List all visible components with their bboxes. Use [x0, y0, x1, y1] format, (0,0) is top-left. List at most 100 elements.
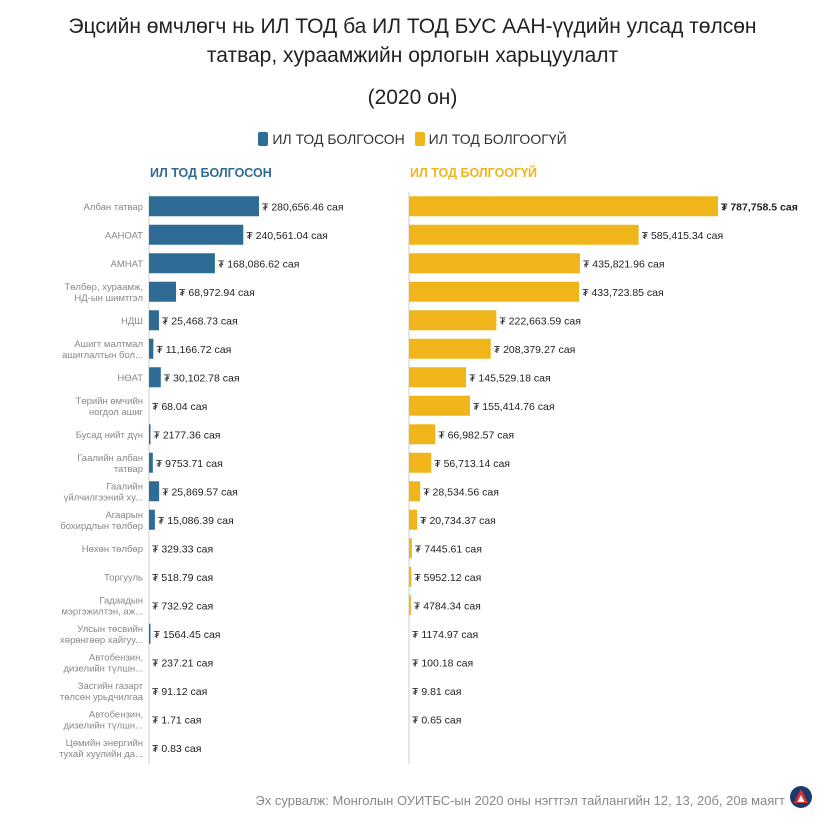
- value-label-disclosed: ₮ 91.12 сая: [152, 686, 207, 698]
- category-label: Нөхөн төлбөр: [82, 544, 143, 555]
- value-label-disclosed: ₮ 25,869.57 сая: [162, 486, 238, 498]
- category-label: Ашигт малтмал ашиглалтын бол...: [62, 339, 143, 361]
- bar-undisclosed: [409, 424, 436, 445]
- bar-undisclosed: [409, 452, 432, 473]
- value-label-undisclosed: ₮ 155,414.76 сая: [473, 401, 555, 413]
- bar-undisclosed: [409, 281, 580, 302]
- value-label-disclosed: ₮ 240,561.04 сая: [246, 230, 328, 242]
- category-label: Гадаадын мэргэжилтэн, аж...: [62, 595, 143, 617]
- value-label-disclosed: ₮ 732.92 сая: [152, 600, 213, 612]
- value-label-undisclosed: ₮ 208,379.27 сая: [494, 344, 576, 356]
- bar-disclosed: [149, 509, 155, 530]
- chart-title-line-2: татвар, хураамжийн орлогын харьцуулалт: [206, 44, 619, 67]
- panel-title-disclosed: ИЛ ТОД БОЛГОСОН: [150, 166, 272, 180]
- bar-undisclosed: [409, 224, 639, 245]
- value-label-undisclosed: ₮ 585,415.34 сая: [642, 230, 724, 242]
- category-label: Бусад нийт дүн: [76, 430, 143, 441]
- bar-undisclosed: [409, 595, 411, 616]
- value-label-undisclosed: ₮ 787,758.5 сая: [721, 201, 798, 213]
- value-label-disclosed: ₮ 1.71 сая: [152, 714, 201, 726]
- value-label-disclosed: ₮ 329.33 сая: [152, 543, 213, 555]
- legend-item-disclosed: ИЛ ТОД БОЛГОСОН: [258, 131, 405, 147]
- category-label: Автобензин, дизелийн түлшн...: [63, 709, 143, 731]
- category-label: НӨАТ: [117, 373, 143, 384]
- logo-icon: [790, 786, 812, 808]
- bar-undisclosed: [409, 253, 580, 274]
- bar-undisclosed: [409, 481, 421, 502]
- category-label: Гаалийн үйлчилгээний ху...: [64, 481, 143, 503]
- legend-swatch-undisclosed: [414, 132, 425, 146]
- category-label: Гаалийн албан татвар: [77, 453, 143, 475]
- value-label-undisclosed: ₮ 145,529.18 сая: [469, 372, 551, 384]
- value-label-undisclosed: ₮ 28,534.56 сая: [423, 486, 499, 498]
- legend-label-disclosed: ИЛ ТОД БОЛГОСОН: [272, 131, 405, 147]
- value-label-disclosed: ₮ 25,468.73 сая: [162, 315, 238, 327]
- category-label: Албан татвар: [84, 202, 143, 213]
- bar-undisclosed: [409, 310, 497, 331]
- value-label-undisclosed: ₮ 435,821.96 сая: [583, 258, 665, 270]
- bar-disclosed: [149, 623, 151, 644]
- bar-disclosed: [149, 424, 151, 445]
- category-label: Улсын төсвийн хөрөнгөөр хайгуу...: [60, 624, 143, 646]
- chart-title: Эцсийн өмчлөгч нь ИЛ ТОД ба ИЛ ТОД БУС А…: [0, 12, 825, 70]
- value-label-undisclosed: ₮ 7445.61 сая: [415, 543, 482, 555]
- value-label-disclosed: ₮ 0.83 сая: [152, 743, 201, 755]
- bar-chart: Албан татвар ААНОАТ АМНАТ Төлбөр, хураамж, Н…: [59, 192, 798, 764]
- bar-disclosed: [149, 367, 161, 388]
- value-label-disclosed: ₮ 68.04 сая: [152, 401, 207, 413]
- panel-title-undisclosed: ИЛ ТОД БОЛГООГҮЙ: [410, 166, 538, 180]
- value-label-undisclosed: ₮ 20,734.37 сая: [420, 515, 496, 527]
- category-label: Цөмийн энергийн тухай хуулийн да...: [59, 738, 143, 760]
- bar-disclosed: [149, 481, 160, 502]
- value-label-undisclosed: ₮ 66,982.57 сая: [438, 429, 514, 441]
- bar-disclosed: [149, 452, 153, 473]
- value-label-disclosed: ₮ 30,102.78 сая: [164, 372, 240, 384]
- chart-subtitle: (2020 он): [367, 86, 458, 109]
- category-label: АМНАТ: [110, 259, 143, 270]
- bar-disclosed: [149, 224, 244, 245]
- category-label: НДШ: [121, 316, 143, 327]
- chart-title-line-1: Эцсийн өмчлөгч нь ИЛ ТОД ба ИЛ ТОД БУС А…: [68, 15, 757, 38]
- value-label-undisclosed: ₮ 100.18 сая: [412, 657, 473, 669]
- legend-swatch-disclosed: [258, 132, 269, 146]
- bar-disclosed: [149, 253, 215, 274]
- value-label-undisclosed: ₮ 9.81 сая: [412, 686, 461, 698]
- value-label-undisclosed: ₮ 5952.12 сая: [414, 572, 481, 584]
- bar-undisclosed: [409, 538, 412, 559]
- value-label-disclosed: ₮ 2177.36 сая: [154, 429, 221, 441]
- value-label-disclosed: ₮ 15,086.39 сая: [158, 515, 234, 527]
- bar-undisclosed: [409, 395, 470, 416]
- value-label-disclosed: ₮ 280,656.46 сая: [262, 201, 344, 213]
- value-label-disclosed: ₮ 9753.71 сая: [156, 458, 223, 470]
- value-label-undisclosed: ₮ 433,723.85 сая: [582, 287, 664, 299]
- category-label: Төрийн өмчийн ногдол ашиг: [76, 396, 144, 418]
- value-label-disclosed: ₮ 518.79 сая: [152, 572, 213, 584]
- value-label-disclosed: ₮ 1564.45 сая: [154, 629, 221, 641]
- bar-disclosed: [149, 338, 154, 359]
- legend: ИЛ ТОД БОЛГОСОН ИЛ ТОД БОЛГООГҮЙ: [0, 131, 825, 147]
- value-label-undisclosed: ₮ 0.65 сая: [412, 714, 461, 726]
- category-label: ААНОАТ: [105, 230, 143, 241]
- bar-undisclosed: [409, 509, 418, 530]
- bar-undisclosed: [409, 367, 467, 388]
- value-label-undisclosed: ₮ 222,663.59 сая: [499, 315, 581, 327]
- bar-undisclosed: [409, 338, 491, 359]
- bar-disclosed: [149, 310, 159, 331]
- value-label-disclosed: ₮ 168,086.62 сая: [218, 258, 300, 270]
- source-note: Эх сурвалж: Монголын ОУИТБС-ын 2020 оны …: [255, 793, 785, 808]
- category-label: Торгууль: [104, 572, 143, 583]
- bar-undisclosed: [409, 566, 412, 587]
- bar-disclosed: [149, 281, 177, 302]
- category-label: Төлбөр, хураамж, НД-ын шимтгэл: [64, 282, 143, 304]
- legend-item-undisclosed: ИЛ ТОД БОЛГООГҮЙ: [414, 131, 567, 147]
- value-label-undisclosed: ₮ 4784.34 сая: [414, 600, 481, 612]
- value-label-disclosed: ₮ 68,972.94 сая: [179, 287, 255, 299]
- value-label-disclosed: ₮ 11,166.72 сая: [156, 344, 231, 356]
- category-label: Агаарын бохирдлын төлбөр: [60, 510, 143, 532]
- legend-label-undisclosed: ИЛ ТОД БОЛГООГҮЙ: [428, 131, 567, 147]
- bar-undisclosed: [409, 196, 718, 217]
- value-label-undisclosed: ₮ 56,713.14 сая: [434, 458, 510, 470]
- category-label: Засгийн газарт төлсөн урьдчилгаа: [60, 681, 144, 703]
- value-label-disclosed: ₮ 237.21 сая: [152, 657, 213, 669]
- bar-disclosed: [149, 196, 259, 217]
